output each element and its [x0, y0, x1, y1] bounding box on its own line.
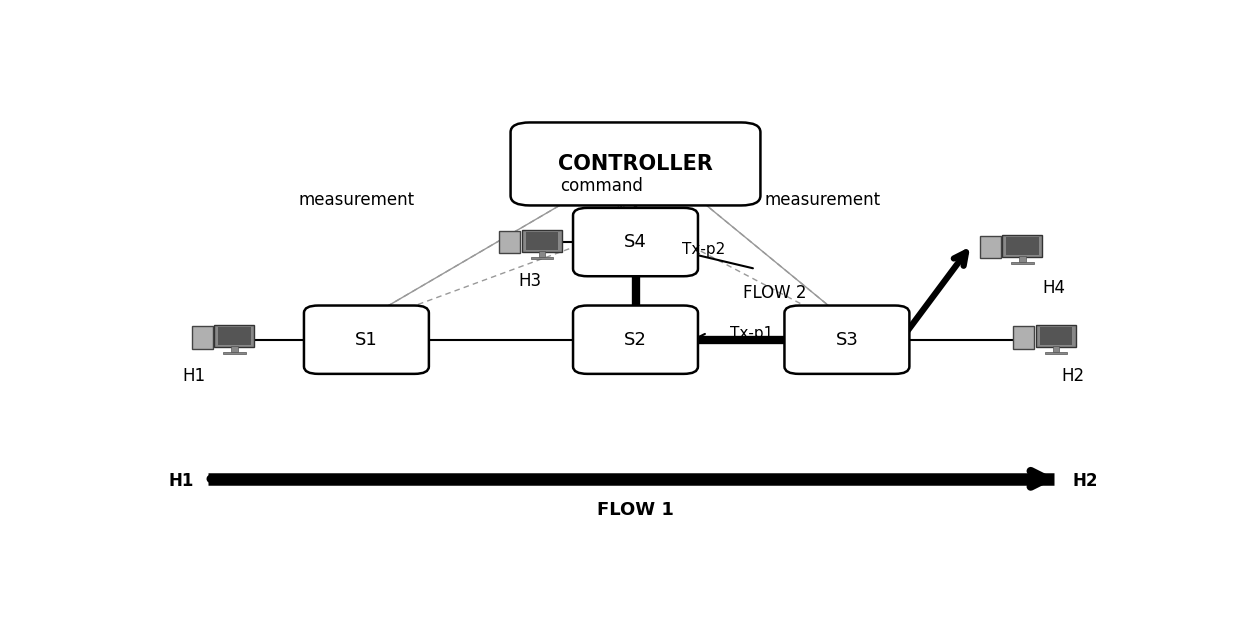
Text: H1: H1	[182, 367, 205, 385]
FancyBboxPatch shape	[500, 231, 521, 254]
Bar	[223, 352, 246, 354]
Bar	[232, 346, 238, 352]
FancyBboxPatch shape	[511, 122, 760, 205]
Text: measurement: measurement	[299, 191, 415, 209]
Bar	[1006, 236, 1039, 255]
Bar	[531, 257, 553, 259]
FancyBboxPatch shape	[785, 306, 909, 374]
FancyBboxPatch shape	[1037, 325, 1076, 347]
Bar	[1040, 327, 1073, 345]
FancyBboxPatch shape	[522, 230, 562, 252]
Text: measurement: measurement	[765, 191, 880, 209]
Text: H2: H2	[1061, 367, 1084, 385]
FancyBboxPatch shape	[1013, 326, 1034, 349]
Text: FLOW 2: FLOW 2	[743, 284, 806, 302]
Text: H2: H2	[1073, 472, 1099, 490]
FancyBboxPatch shape	[980, 236, 1001, 258]
Text: FLOW 1: FLOW 1	[598, 501, 673, 519]
Bar	[1053, 346, 1059, 352]
Text: command: command	[560, 177, 644, 195]
Text: H4: H4	[1042, 280, 1065, 297]
FancyBboxPatch shape	[573, 306, 698, 374]
Text: CONTROLLER: CONTROLLER	[558, 154, 713, 174]
FancyBboxPatch shape	[573, 208, 698, 276]
Text: S3: S3	[836, 331, 858, 349]
Text: Tx-p1: Tx-p1	[729, 327, 773, 341]
Text: S1: S1	[355, 331, 378, 349]
FancyBboxPatch shape	[304, 306, 429, 374]
FancyBboxPatch shape	[215, 325, 254, 347]
Bar	[1019, 256, 1025, 262]
Text: H3: H3	[518, 272, 542, 290]
Text: S4: S4	[624, 233, 647, 251]
Text: H1: H1	[169, 472, 193, 490]
Bar	[539, 251, 546, 257]
Text: Tx-p2: Tx-p2	[682, 242, 725, 257]
FancyBboxPatch shape	[192, 326, 213, 349]
Bar	[218, 327, 250, 345]
Bar	[1045, 352, 1068, 354]
Bar	[1011, 262, 1034, 264]
FancyBboxPatch shape	[1002, 235, 1043, 257]
Text: S2: S2	[624, 331, 647, 349]
Bar	[526, 232, 558, 250]
